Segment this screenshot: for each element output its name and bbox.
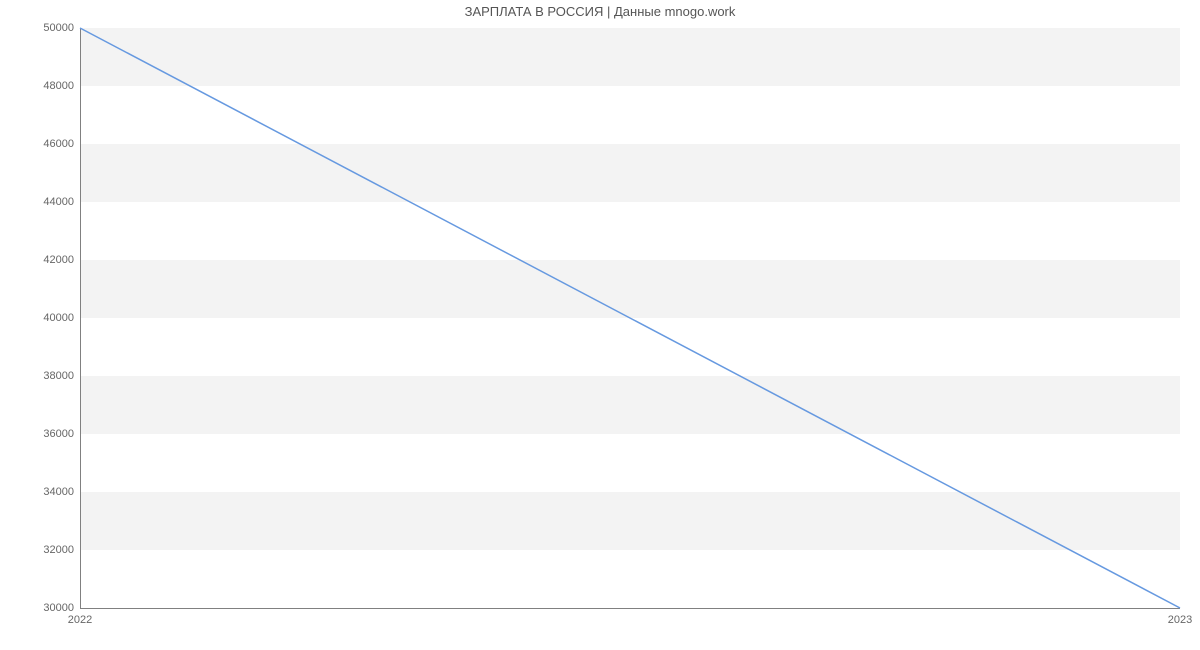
plot-area: 3000032000340003600038000400004200044000…	[80, 28, 1180, 608]
y-tick-label: 46000	[43, 138, 74, 150]
x-axis-line	[80, 608, 1180, 609]
y-tick-label: 30000	[43, 602, 74, 614]
y-tick-label: 34000	[43, 486, 74, 498]
y-tick-label: 48000	[43, 80, 74, 92]
line-series-layer	[80, 28, 1180, 608]
y-tick-label: 36000	[43, 428, 74, 440]
y-tick-label: 44000	[43, 196, 74, 208]
chart-root: { "chart": { "type": "line", "title": "З…	[0, 0, 1200, 650]
y-tick-label: 32000	[43, 544, 74, 556]
y-tick-label: 38000	[43, 370, 74, 382]
series-line-salary	[80, 28, 1180, 608]
x-tick-label: 2023	[1168, 614, 1192, 626]
chart-title: ЗАРПЛАТА В РОССИЯ | Данные mnogo.work	[0, 4, 1200, 19]
x-tick-label: 2022	[68, 614, 92, 626]
y-tick-label: 50000	[43, 22, 74, 34]
y-tick-label: 42000	[43, 254, 74, 266]
y-tick-label: 40000	[43, 312, 74, 324]
